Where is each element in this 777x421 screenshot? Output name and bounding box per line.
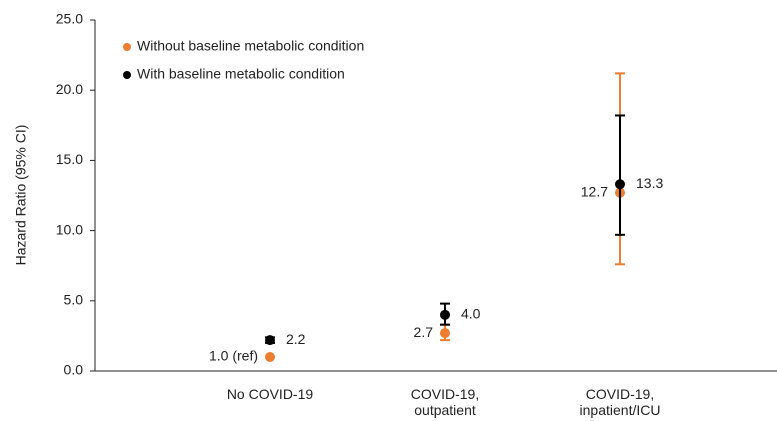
y-tick-label: 5.0 bbox=[64, 292, 84, 308]
data-point bbox=[440, 328, 450, 339]
data-label: 2.7 bbox=[414, 324, 434, 340]
x-tick-label: COVID-19, inpatient/ICU bbox=[579, 386, 661, 418]
legend-marker bbox=[123, 71, 131, 79]
x-tick-label: COVID-19, outpatient bbox=[410, 386, 480, 418]
data-label: 13.3 bbox=[636, 175, 663, 191]
y-axis-label: Hazard Ratio (95% CI) bbox=[13, 125, 29, 266]
data-point bbox=[265, 335, 275, 346]
y-tick-label: 0.0 bbox=[64, 362, 84, 378]
x-tick-label: No COVID-19 bbox=[226, 386, 314, 402]
data-label: 4.0 bbox=[461, 306, 481, 322]
y-tick-label: 10.0 bbox=[56, 221, 83, 237]
data-label: 12.7 bbox=[581, 183, 608, 199]
legend-marker bbox=[123, 43, 131, 51]
data-point bbox=[265, 351, 275, 362]
legend-label: With baseline metabolic condition bbox=[137, 66, 345, 82]
data-point bbox=[615, 179, 625, 190]
error-bar bbox=[615, 114, 625, 236]
data-label: 1.0 (ref) bbox=[209, 348, 258, 364]
data-point bbox=[440, 309, 450, 320]
data-label: 2.2 bbox=[286, 331, 306, 347]
y-tick-label: 20.0 bbox=[56, 81, 83, 97]
legend-label: Without baseline metabolic condition bbox=[137, 38, 364, 54]
y-tick-label: 25.0 bbox=[56, 11, 83, 27]
y-tick-label: 15.0 bbox=[56, 151, 83, 167]
